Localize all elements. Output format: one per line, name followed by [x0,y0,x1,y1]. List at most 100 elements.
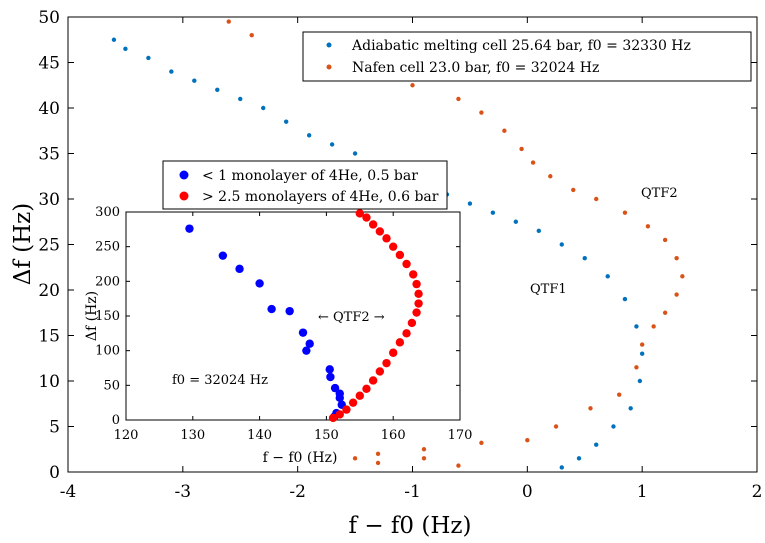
inset-legend-box [162,160,448,210]
inset-data-point [412,308,421,317]
inset-data-point [305,339,314,348]
inset-y-tick-label: 300 [95,205,120,220]
inset-data-point [382,358,391,368]
main-y-tick-label: 35 [38,145,60,165]
main-x-tick-label: -3 [175,482,192,502]
main-x-tick-label: 2 [752,482,763,502]
inset-x-tick-label: 150 [314,428,339,443]
main-x-tick-label: 1 [637,482,648,502]
main-data-point [605,274,610,279]
main-y-axis-label: Δf (Hz) [10,203,36,286]
inset-series-1 [328,209,423,423]
inset-data-point [342,405,351,414]
main-y-tick-label: 50 [38,8,60,28]
inset-legend: < 1 monolayer of 4He, 0.5 bar > 2.5 mono… [162,160,448,210]
legend-marker-monolayer-gt25 [179,191,189,201]
main-data-point [226,19,231,24]
main-data-point [479,110,484,115]
main-data-point [611,424,616,429]
inset-data-point [235,264,244,274]
inset-data-point [355,209,364,218]
main-data-point [674,255,679,261]
inset-data-point [395,250,405,260]
main-y-tick-label: 40 [38,99,60,119]
main-x-tick-label: -2 [289,482,306,502]
legend-marker-adiabatic [326,42,332,48]
inset-data-point [285,306,294,316]
main-data-point [634,365,639,370]
main-data-point [421,447,427,452]
main-data-point [123,46,128,52]
inset-data-point [325,365,334,374]
legend-label-monolayer-lt1: < 1 monolayer of 4He, 0.5 bar [202,168,418,184]
main-data-point [238,96,243,102]
main-y-tick-label: 25 [38,236,60,256]
inset-data-point [348,398,358,407]
main-legend-box [302,31,752,82]
main-data-point [639,342,645,347]
inset-data-point [330,383,340,393]
main-data-point [111,37,117,42]
main-data-point [456,463,461,468]
inset-data-point [335,393,344,403]
main-data-point [651,324,656,329]
inset-ticks: 120 130 140 150 160 170 0 50 100 150 200 250 300 [95,205,472,443]
inset-y-tick-label: 200 [95,274,120,289]
main-y-tick-label: 5 [49,418,60,438]
legend-label-monolayer-gt25: > 2.5 monolayers of 4He, 0.6 bar [202,189,439,205]
inset-y-tick-label: 250 [95,240,120,255]
main-data-point [525,437,530,443]
legend-label-adiabatic: Adiabatic melting cell 25.64 bar, f0 = 3… [351,38,691,54]
inset-data-point [185,224,194,233]
main-data-point [559,242,564,247]
inset-data-point [389,242,398,251]
inset-x-tick-label: 120 [114,428,139,443]
main-data-point [169,69,174,74]
inset-data-point [389,348,398,357]
main-data-point [617,392,622,397]
inset-data-point [267,304,276,314]
main-data-point [513,219,519,224]
inset-data-point [375,367,385,376]
inset-data-point [218,251,228,260]
inset-x-tick-label: 160 [381,428,406,443]
main-y-tick-label: 10 [38,372,60,392]
inset-data-point [368,376,378,385]
inset-background [126,212,460,420]
inset-data-point [407,318,417,328]
main-y-tick-label: 20 [38,281,60,301]
main-data-point [192,78,197,83]
main-data-point [639,351,645,356]
inset-x-tick-label: 130 [180,428,205,443]
main-y-tick-label: 30 [38,190,60,210]
inset-y-tick-label: 50 [103,378,120,393]
main-data-point [479,440,484,446]
legend-label-nafen: Nafen cell 23.0 bar, f0 = 32024 Hz [352,60,599,76]
inset-y-tick-label: 0 [112,413,120,428]
main-data-point [536,228,542,234]
inset-annotation-f0: f0 = 32024 Hz [172,373,268,388]
annotation-qtf2: QTF2 [641,186,678,201]
inset-data-point [414,299,423,308]
inset-series [185,209,423,423]
main-data-point [594,196,599,202]
inset-data-point [302,346,311,355]
inset-y-tick-label: 100 [95,344,120,359]
main-data-point [306,133,312,138]
main-y-tick-label: 45 [38,54,60,74]
main-data-point [519,146,524,152]
inset-data-point [355,391,364,400]
inset-data-point [298,328,308,337]
main-x-tick-label: -4 [60,482,77,502]
inset-data-point [362,213,371,222]
inset-data-point [409,270,418,279]
inset-y-tick-label: 150 [95,309,120,324]
main-data-point [588,406,593,411]
inset-data-point [412,279,421,289]
main-data-point [502,128,507,133]
inset-annotation-qtf2: ← QTF2 → [318,310,385,325]
main-data-point [329,142,335,147]
main-data-point [680,274,685,279]
